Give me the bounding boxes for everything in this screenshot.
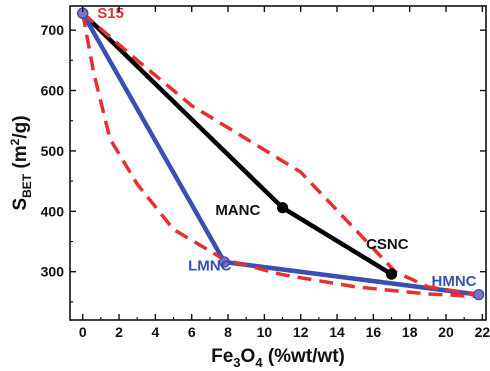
x-tick-label: 4 bbox=[151, 324, 159, 340]
annotation-label: MANC bbox=[215, 202, 260, 219]
y-tick-label: 400 bbox=[41, 203, 65, 219]
x-tick-label: 10 bbox=[257, 324, 273, 340]
axes-layer: 0 2 4 6 8 10 12 14 16 18 20 22 300 400 500 600 700 bbox=[41, 6, 490, 340]
plot-frame bbox=[69, 5, 487, 321]
x-tick-label: 8 bbox=[224, 324, 232, 340]
annotation-label: LMNC bbox=[188, 258, 231, 275]
series-line bbox=[80, 10, 394, 277]
x-tick-label: 14 bbox=[329, 324, 345, 340]
x-axis-title: Fe3O4 (%wt/wt) bbox=[211, 346, 345, 370]
fit-curve-dashed bbox=[80, 12, 479, 299]
y-axis-title: SBET (m2/g) bbox=[8, 115, 34, 210]
annotation-label: CSNC bbox=[366, 236, 409, 253]
fit-curve-dashed bbox=[81, 11, 479, 297]
y-tick-label: 300 bbox=[41, 264, 65, 280]
data-point bbox=[218, 256, 231, 268]
x-tick-label: 16 bbox=[366, 324, 382, 340]
x-tick-label: 18 bbox=[402, 324, 418, 340]
x-tick-label: 20 bbox=[438, 324, 454, 340]
x-tick-label: 22 bbox=[475, 324, 490, 340]
x-tick-label: 6 bbox=[188, 324, 196, 340]
y-tick-label: 600 bbox=[41, 83, 65, 99]
y-tick-label: 500 bbox=[41, 143, 65, 159]
plot-layer: S15 MANC CSNC LMNC HMNC bbox=[77, 5, 485, 301]
series-line bbox=[80, 10, 481, 297]
data-point bbox=[385, 268, 398, 280]
x-tick-label: 2 bbox=[115, 324, 123, 340]
data-point bbox=[473, 289, 485, 301]
annotation-label: S15 bbox=[97, 5, 124, 22]
annotation-label: HMNC bbox=[432, 273, 477, 290]
x-tick-label: 12 bbox=[293, 324, 309, 340]
data-point bbox=[276, 202, 289, 214]
x-tick-label: 0 bbox=[79, 324, 87, 340]
y-tick-label: 700 bbox=[41, 22, 65, 38]
